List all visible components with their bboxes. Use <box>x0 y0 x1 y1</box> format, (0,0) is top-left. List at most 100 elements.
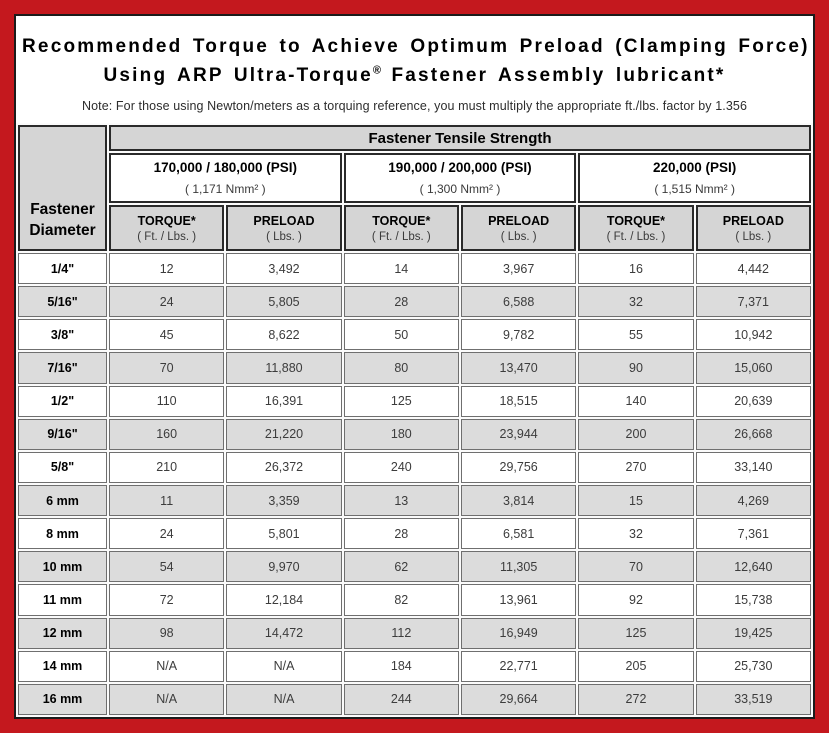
torque-value-cell: 54 <box>109 551 225 583</box>
table-row: 5/16" 24 5,805 28 6,588 32 7,371 <box>18 286 811 318</box>
torque-value-cell: 98 <box>109 617 225 649</box>
column-header-unit: ( Ft. / Lbs. ) <box>606 230 666 243</box>
column-header-unit: ( Ft. / Lbs. ) <box>371 230 431 243</box>
psi-group-220: 220,000 (PSI) ( 1,515 Nmm² ) <box>578 153 811 203</box>
table-header: Fastener Diameter Fastener Tensile Stren… <box>18 125 811 251</box>
column-header-unit: ( Lbs. ) <box>735 230 772 243</box>
torque-value-cell: N/A <box>109 650 225 682</box>
torque-value-cell: 92 <box>578 584 694 616</box>
torque-column-header: TORQUE* ( Ft. / Lbs. ) <box>578 205 694 251</box>
preload-value-cell: 33,140 <box>695 451 811 483</box>
preload-value-cell: 6,581 <box>460 518 577 550</box>
torque-value-cell: N/A <box>109 683 225 715</box>
preload-value-cell: 23,944 <box>460 418 577 450</box>
torque-value-cell: 11 <box>109 484 225 517</box>
table-row: 9/16" 160 21,220 180 23,944 200 26,668 <box>18 418 811 450</box>
torque-value-cell: 55 <box>578 319 694 351</box>
psi-label: 170,000 / 180,000 (PSI) <box>153 160 297 175</box>
table-row: 10 mm 54 9,970 62 11,305 70 12,640 <box>18 551 811 583</box>
preload-value-cell: 5,801 <box>226 518 342 550</box>
preload-value-cell: 5,805 <box>226 286 342 318</box>
fastener-diameter-cell: 10 mm <box>18 551 107 583</box>
preload-value-cell: 9,970 <box>226 551 342 583</box>
torque-value-cell: 82 <box>343 584 459 616</box>
preload-value-cell: 13,470 <box>460 352 577 384</box>
torque-value-cell: 24 <box>109 518 225 550</box>
conversion-note: Note: For those using Newton/meters as a… <box>81 99 747 113</box>
fastener-diameter-cell: 1/4" <box>18 253 107 285</box>
column-header-label: PRELOAD <box>722 213 784 228</box>
table-row: 8 mm 24 5,801 28 6,581 32 7,361 <box>18 518 811 550</box>
fastener-diameter-cell: 16 mm <box>18 683 107 715</box>
table-row: 3/8" 45 8,622 50 9,782 55 10,942 <box>18 319 811 351</box>
tensile-strength-header: Fastener Tensile Strength <box>109 125 811 151</box>
fastener-diameter-header: Fastener Diameter <box>18 125 107 251</box>
torque-value-cell: 13 <box>343 484 459 517</box>
column-header-unit: ( Lbs. ) <box>266 230 302 243</box>
preload-value-cell: 12,184 <box>226 584 342 616</box>
fastener-diameter-cell: 7/16" <box>18 352 107 384</box>
preload-value-cell: 29,756 <box>460 451 577 483</box>
torque-value-cell: 125 <box>578 617 694 649</box>
torque-value-cell: 180 <box>343 418 459 450</box>
preload-value-cell: 20,639 <box>695 385 811 417</box>
registered-trademark-symbol: ® <box>372 64 381 77</box>
fastener-diameter-cell: 3/8" <box>18 319 107 351</box>
torque-preload-header-row: TORQUE* ( Ft. / Lbs. ) PRELOAD ( Lbs. ) … <box>18 205 811 251</box>
table-row: 12 mm 98 14,472 112 16,949 125 19,425 <box>18 617 811 649</box>
column-header-unit: ( Lbs. ) <box>500 230 537 243</box>
torque-value-cell: 15 <box>578 484 694 517</box>
fastener-diameter-cell: 14 mm <box>18 650 107 682</box>
psi-group-170-180: 170,000 / 180,000 (PSI) ( 1,171 Nmm² ) <box>109 153 342 203</box>
psi-label: 190,000 / 200,000 (PSI) <box>388 160 532 175</box>
torque-column-header: TORQUE* ( Ft. / Lbs. ) <box>109 205 225 251</box>
table-row: 7/16" 70 11,880 80 13,470 90 15,060 <box>18 352 811 384</box>
preload-value-cell: 11,305 <box>460 551 577 583</box>
fastener-diameter-cell: 5/16" <box>18 286 107 318</box>
fastener-diameter-cell: 6 mm <box>18 484 107 517</box>
title-line2-suffix: Fastener Assembly lubricant* <box>380 64 726 86</box>
torque-value-cell: 50 <box>343 319 459 351</box>
torque-value-cell: 14 <box>343 253 459 285</box>
preload-value-cell: 19,425 <box>695 617 811 649</box>
torque-value-cell: 80 <box>343 352 459 384</box>
preload-value-cell: 22,771 <box>460 650 577 682</box>
fastener-diameter-cell: 9/16" <box>18 418 107 450</box>
page-title-line2: Using ARP Ultra-Torque® Fastener Assembl… <box>22 62 807 91</box>
preload-value-cell: 7,361 <box>695 518 811 550</box>
preload-value-cell: N/A <box>226 650 342 682</box>
preload-value-cell: 6,588 <box>460 286 577 318</box>
table-row: 11 mm 72 12,184 82 13,961 92 15,738 <box>18 584 811 616</box>
nmm-label: ( 1,515 Nmm² ) <box>654 182 735 196</box>
table-row: 16 mm N/A N/A 244 29,664 272 33,519 <box>18 683 811 715</box>
torque-value-cell: 32 <box>578 518 694 550</box>
table-row: 1/2" 110 16,391 125 18,515 140 20,639 <box>18 385 811 417</box>
column-header-unit: ( Ft. / Lbs. ) <box>137 230 197 243</box>
preload-column-header: PRELOAD ( Lbs. ) <box>226 205 342 251</box>
nmm-label: ( 1,171 Nmm² ) <box>184 182 266 196</box>
preload-value-cell: 3,359 <box>226 484 342 517</box>
fastener-diameter-cell: 11 mm <box>18 584 107 616</box>
preload-value-cell: 11,880 <box>226 352 342 384</box>
preload-value-cell: 14,472 <box>226 617 342 649</box>
preload-value-cell: 26,372 <box>226 451 342 483</box>
column-header-label: TORQUE* <box>372 213 431 228</box>
torque-value-cell: 45 <box>109 319 225 351</box>
column-header-label: TORQUE* <box>137 213 196 228</box>
preload-value-cell: 16,391 <box>226 385 342 417</box>
preload-value-cell: 18,515 <box>460 385 577 417</box>
torque-value-cell: 140 <box>578 385 694 417</box>
torque-column-header: TORQUE* ( Ft. / Lbs. ) <box>343 205 459 251</box>
preload-value-cell: 12,640 <box>695 551 811 583</box>
torque-value-cell: 90 <box>578 352 694 384</box>
table-row: 14 mm N/A N/A 184 22,771 205 25,730 <box>18 650 811 682</box>
torque-value-cell: 70 <box>109 352 225 384</box>
tensile-strength-row: Fastener Diameter Fastener Tensile Stren… <box>18 125 811 251</box>
preload-value-cell: 33,519 <box>695 683 811 715</box>
table-row: 1/4" 12 3,492 14 3,967 16 4,442 <box>18 253 811 285</box>
torque-value-cell: 16 <box>578 253 694 285</box>
preload-column-header: PRELOAD ( Lbs. ) <box>460 205 577 251</box>
fastener-diameter-cell: 1/2" <box>18 385 107 417</box>
preload-value-cell: 4,269 <box>695 484 811 517</box>
